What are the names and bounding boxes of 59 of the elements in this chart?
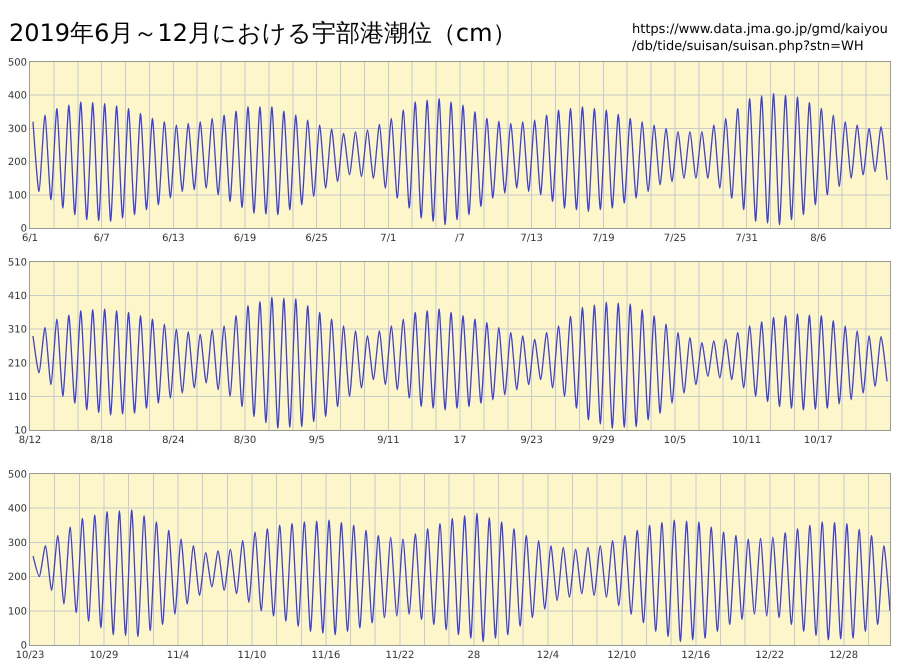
x-tick-label: 11/22 — [385, 650, 414, 661]
x-tick-label: 6/7 — [94, 233, 110, 244]
x-tick-label: 7/31 — [735, 233, 758, 244]
y-tick-label: 0 — [20, 640, 27, 652]
y-tick-label: 400 — [8, 504, 27, 515]
x-tick-label: 9/11 — [377, 435, 400, 446]
x-tick-label: 8/30 — [234, 435, 256, 446]
x-tick-label: 7/19 — [592, 233, 615, 244]
x-tick-label: 6/19 — [234, 233, 256, 244]
y-tick-label: 100 — [8, 606, 27, 618]
x-tick-label: 12/10 — [607, 650, 636, 661]
y-tick-label: 0 — [20, 224, 27, 234]
x-tick-label: /7 — [455, 233, 465, 244]
x-tick-label: 9/5 — [308, 435, 325, 446]
x-tick-label: 6/13 — [162, 233, 185, 244]
x-tick-label: 7/13 — [520, 233, 543, 244]
y-tick-label: 200 — [8, 157, 27, 168]
x-tick-label: 8/6 — [810, 233, 826, 244]
x-tick-label: 8/24 — [162, 435, 185, 446]
y-tick-label: 100 — [8, 190, 27, 202]
y-tick-label: 400 — [8, 90, 27, 102]
x-tick-label: 10/29 — [90, 650, 118, 661]
y-tick-label: 200 — [8, 572, 27, 584]
x-tick-label: 10/5 — [664, 435, 686, 446]
y-tick-label: 410 — [8, 291, 27, 302]
y-tick-label: 10 — [14, 426, 27, 436]
x-tick-label: 11/4 — [166, 650, 190, 661]
x-tick-label: 8/12 — [18, 435, 42, 446]
y-tick-label: 310 — [8, 324, 27, 336]
y-tick-label: 210 — [8, 358, 27, 370]
x-tick-label: 12/28 — [829, 650, 858, 661]
y-tick-label: 300 — [8, 124, 27, 135]
y-tick-label: 110 — [8, 392, 27, 403]
x-tick-label: 10/17 — [804, 435, 833, 446]
x-tick-label: 10/11 — [732, 435, 762, 446]
y-tick-label: 500 — [8, 470, 27, 480]
text: https://www.data.jma.go.jp/gmd/kaiyou /db/tide/suisan/suisan.php?stn=WH — [632, 22, 888, 54]
y-tick-label: 510 — [8, 258, 27, 268]
x-tick-label: 9/29 — [592, 435, 615, 446]
x-tick-label: 8/18 — [90, 435, 113, 446]
x-tick-label: 9/23 — [520, 435, 543, 446]
chart-title: 2019年6月～12月における宇部港潮位（cm） — [9, 18, 516, 47]
x-tick-label: 12/16 — [681, 650, 710, 661]
x-tick-label: 6/1 — [22, 233, 38, 244]
x-tick-label: 7/1 — [380, 233, 396, 244]
x-tick-label: 12/22 — [755, 650, 784, 661]
x-tick-label: 11/10 — [238, 650, 266, 661]
line-series — [32, 296, 888, 429]
x-tick-label: 12/4 — [536, 650, 560, 661]
x-tick-label: 11/16 — [311, 650, 340, 661]
x-tick-label: 28 — [468, 650, 480, 661]
y-tick-label: 300 — [8, 538, 27, 549]
line-series — [32, 509, 890, 642]
x-tick-label: 7/25 — [664, 233, 686, 244]
x-tick-label: 6/25 — [305, 233, 328, 244]
x-tick-label: 17 — [454, 435, 466, 446]
y-tick-label: 500 — [8, 58, 27, 68]
x-tick-label: 10/23 — [16, 650, 44, 661]
line-series — [32, 92, 888, 226]
